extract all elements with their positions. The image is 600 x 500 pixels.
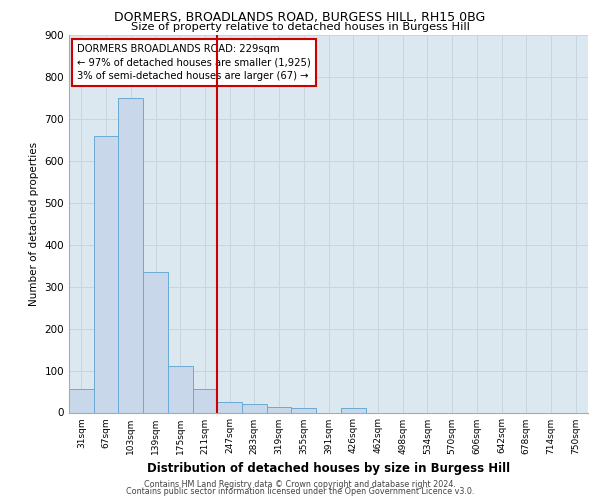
Bar [118, 98, 143, 412]
Bar [217, 402, 242, 412]
Bar [143, 272, 168, 412]
Bar [267, 406, 292, 412]
Bar [341, 408, 365, 412]
Text: DORMERS, BROADLANDS ROAD, BURGESS HILL, RH15 0BG: DORMERS, BROADLANDS ROAD, BURGESS HILL, … [115, 11, 485, 24]
Text: Size of property relative to detached houses in Burgess Hill: Size of property relative to detached ho… [131, 22, 469, 32]
X-axis label: Distribution of detached houses by size in Burgess Hill: Distribution of detached houses by size … [147, 462, 510, 475]
Bar [168, 366, 193, 412]
Bar [292, 408, 316, 412]
Bar [94, 136, 118, 412]
Y-axis label: Number of detached properties: Number of detached properties [29, 142, 39, 306]
Bar [242, 404, 267, 412]
Text: DORMERS BROADLANDS ROAD: 229sqm
← 97% of detached houses are smaller (1,925)
3% : DORMERS BROADLANDS ROAD: 229sqm ← 97% of… [77, 44, 311, 81]
Bar [69, 390, 94, 412]
Text: Contains HM Land Registry data © Crown copyright and database right 2024.: Contains HM Land Registry data © Crown c… [144, 480, 456, 489]
Text: Contains public sector information licensed under the Open Government Licence v3: Contains public sector information licen… [126, 487, 474, 496]
Bar [193, 390, 217, 412]
